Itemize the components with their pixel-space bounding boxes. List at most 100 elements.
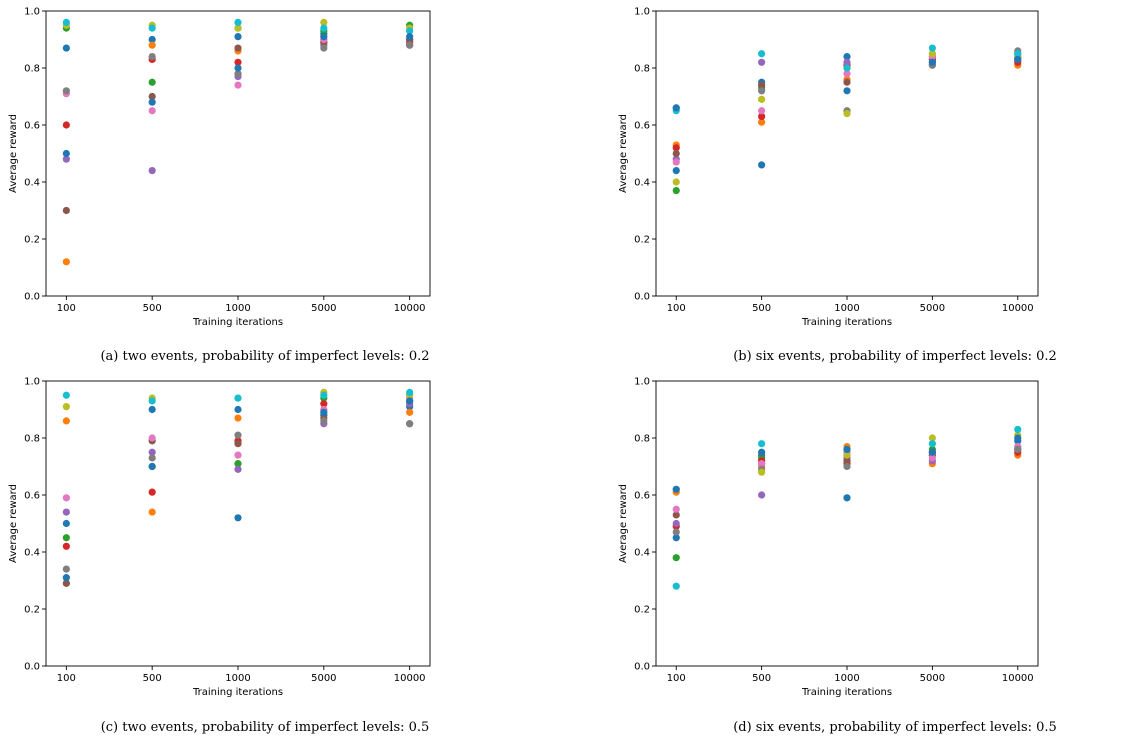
data-point <box>672 554 680 562</box>
data-point <box>758 491 766 499</box>
data-point <box>672 158 680 166</box>
data-point <box>234 24 242 32</box>
y-tick-label: 0.2 <box>634 605 650 616</box>
data-point <box>843 457 851 465</box>
data-point <box>148 35 156 44</box>
data-point <box>62 44 70 52</box>
x-tick-label: 100 <box>667 303 686 314</box>
y-tick-label: 0.4 <box>24 178 40 189</box>
data-point <box>148 167 156 175</box>
data-point <box>672 519 680 528</box>
data-point <box>843 494 851 502</box>
data-point <box>406 420 414 428</box>
x-tick-label: 10000 <box>1002 673 1034 684</box>
data-point <box>928 434 936 442</box>
data-point <box>62 565 70 573</box>
data-point <box>320 391 328 399</box>
data-point <box>62 494 70 502</box>
data-point <box>672 178 680 186</box>
x-tick-label: 5000 <box>311 303 336 314</box>
y-axis-label: Average reward <box>8 114 19 193</box>
data-point <box>672 582 680 590</box>
data-point <box>62 417 70 425</box>
data-point <box>148 434 156 442</box>
x-axis-label: Training iterations <box>801 317 892 328</box>
data-point <box>758 87 766 95</box>
plot-frame <box>45 380 431 667</box>
chart-panel-d: 0.0 0.2 0.4 0.6 0.8 1.0 100 500 1000 5000 10000 Tra… <box>618 377 1057 736</box>
y-tick-label: 0.6 <box>634 121 650 132</box>
y-tick-label: 1.0 <box>24 377 40 388</box>
data-point <box>406 27 414 35</box>
data-point <box>843 78 851 86</box>
data-point <box>234 440 242 448</box>
x-axis-label: Training iterations <box>801 687 892 698</box>
x-tick-label: 10000 <box>394 673 426 684</box>
y-tick-label: 0.8 <box>634 64 650 75</box>
data-point <box>148 405 156 414</box>
y-tick-label: 0.2 <box>24 605 40 616</box>
data-point <box>758 95 766 103</box>
data-point <box>148 53 156 61</box>
x-tick-label: 100 <box>57 303 76 314</box>
x-tick-label: 5000 <box>920 303 945 314</box>
y-tick-label: 1.0 <box>634 7 650 18</box>
data-point <box>148 41 156 49</box>
x-tick-label: 5000 <box>920 673 945 684</box>
x-tick-label: 500 <box>143 303 162 314</box>
chart-panel-a: 0.0 0.2 0.4 0.6 0.8 1.0 100 500 1000 5000 10000 Tra… <box>8 7 431 364</box>
y-tick-label: 0.8 <box>24 64 40 75</box>
data-point <box>62 579 70 587</box>
data-point <box>234 44 242 52</box>
data-point <box>758 112 766 121</box>
data-point <box>234 64 242 72</box>
data-point <box>758 81 766 89</box>
data-point <box>928 454 936 462</box>
data-point <box>406 33 414 41</box>
x-tick-label: 100 <box>57 673 76 684</box>
plot-frame <box>655 380 1039 667</box>
y-tick-label: 0.4 <box>634 548 650 559</box>
data-point <box>62 121 70 129</box>
y-tick-label: 0.4 <box>24 548 40 559</box>
data-point <box>148 462 156 471</box>
data-point <box>62 534 70 542</box>
data-point <box>148 78 156 86</box>
chart-panel-b: 0.0 0.2 0.4 0.6 0.8 1.0 100 500 1000 5000 10000 Tra… <box>618 7 1057 365</box>
data-point <box>406 388 414 396</box>
y-axis-label: Average reward <box>8 484 19 563</box>
data-point <box>234 414 242 422</box>
data-point <box>672 104 680 112</box>
y-tick-label: 1.0 <box>24 7 40 18</box>
data-point <box>672 149 680 158</box>
data-point <box>320 408 328 416</box>
data-point <box>758 58 766 66</box>
data-point <box>1014 445 1022 453</box>
data-point <box>758 118 766 126</box>
x-axis-label: Training iterations <box>192 687 283 698</box>
data-point <box>928 448 936 456</box>
data-point <box>234 405 242 414</box>
data-point <box>148 448 156 456</box>
data-point <box>62 258 70 266</box>
data-point <box>758 448 766 456</box>
data-point <box>148 397 156 405</box>
data-point <box>1014 425 1022 434</box>
y-axis-label: Average reward <box>618 114 629 193</box>
y-tick-label: 0.0 <box>24 292 40 303</box>
data-point <box>758 460 766 468</box>
data-point <box>928 44 936 52</box>
data-point <box>234 451 242 459</box>
data-point <box>320 417 328 425</box>
data-point <box>928 440 936 448</box>
data-point <box>62 508 70 516</box>
x-tick-label: 5000 <box>311 673 336 684</box>
data-point <box>234 18 242 26</box>
data-point <box>320 44 328 52</box>
data-point <box>758 161 766 169</box>
x-tick-label: 100 <box>667 673 686 684</box>
y-tick-label: 0.8 <box>24 434 40 445</box>
data-point <box>320 18 328 26</box>
x-tick-label: 500 <box>752 303 771 314</box>
